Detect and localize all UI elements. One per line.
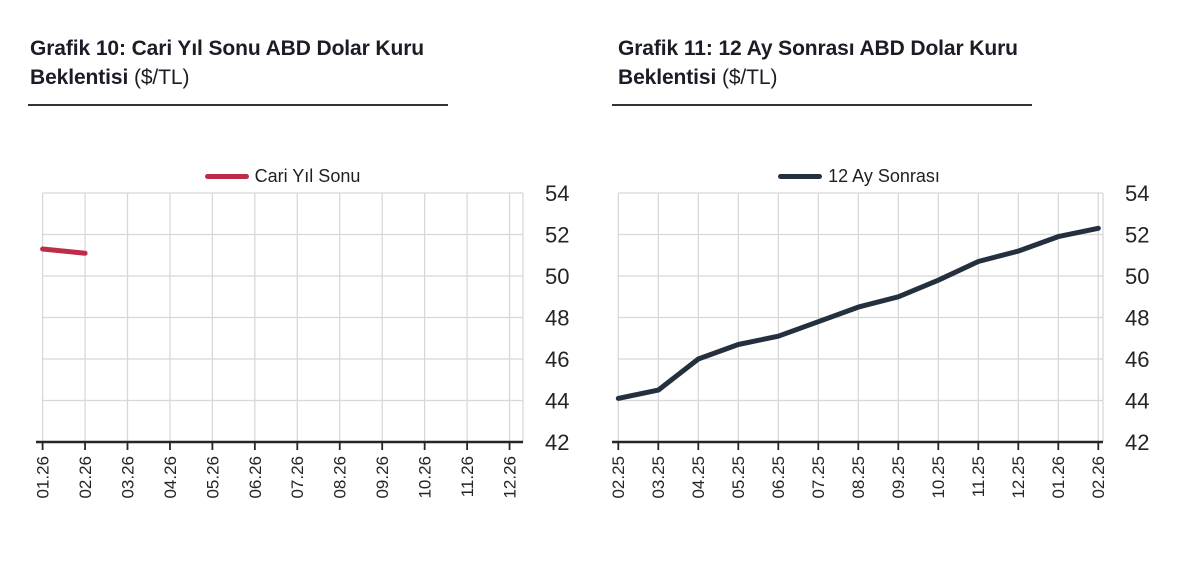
grafik-10-plot-area: 42 44 46 48 50 52 54 01.26 02.26 03.26 04.26 05.26 0… xyxy=(34,181,570,499)
y-tick-label: 54 xyxy=(1125,181,1149,206)
x-tick-label: 07.26 xyxy=(288,456,307,499)
x-tick-label: 06.25 xyxy=(769,456,788,499)
x-tick-label: 11.25 xyxy=(969,456,988,497)
legend-line-swatch xyxy=(204,173,249,179)
y-tick-label: 52 xyxy=(545,223,569,248)
chart-title-unit: ($/TL) xyxy=(716,66,778,89)
x-tick-label: 08.25 xyxy=(849,456,868,499)
x-tick-label: 03.25 xyxy=(649,456,668,499)
y-tick-label: 48 xyxy=(545,306,569,331)
title-underline xyxy=(28,104,448,106)
x-tick-label: 10.25 xyxy=(929,456,948,499)
x-tick-label: 07.25 xyxy=(809,456,828,499)
legend-grafik-11: 12 Ay Sonrası xyxy=(615,162,1103,190)
x-tick-label: 09.25 xyxy=(889,456,908,499)
chart-title-grafik-10: Grafik 10: Cari Yıl Sonu ABD Dolar Kuru … xyxy=(30,34,520,92)
x-tick-label: 05.26 xyxy=(203,456,222,499)
y-tick-label: 44 xyxy=(545,389,569,414)
x-tick-label: 12.25 xyxy=(1009,456,1028,499)
legend-grafik-10: Cari Yıl Sonu xyxy=(42,162,523,190)
chart-title-line2: Beklentisi ($/TL) xyxy=(30,63,520,92)
x-tick-label: 04.25 xyxy=(689,456,708,499)
chart-title-line2: Beklentisi ($/TL) xyxy=(618,63,1108,92)
y-tick-label: 42 xyxy=(1125,430,1149,455)
chart-title-line1: Grafik 10: Cari Yıl Sonu ABD Dolar Kuru xyxy=(30,37,425,60)
x-tick-label: 12.26 xyxy=(501,456,520,499)
x-tick-label: 01.26 xyxy=(1049,456,1068,499)
y-tick-label: 46 xyxy=(545,347,569,372)
x-tick-label: 05.25 xyxy=(729,456,748,499)
panel-grafik-10: Grafik 10: Cari Yıl Sonu ABD Dolar Kuru … xyxy=(28,34,570,499)
legend-line-swatch xyxy=(778,173,823,179)
x-tick-label: 02.26 xyxy=(76,456,95,499)
chart-title-line2-bold: Beklentisi xyxy=(618,66,717,89)
y-tick-label: 54 xyxy=(545,181,569,206)
chart-title-unit: ($/TL) xyxy=(128,66,190,89)
chart-title-line1: Grafik 11: 12 Ay Sonrası ABD Dolar Kuru xyxy=(618,37,1018,60)
x-tick-label: 03.26 xyxy=(118,456,137,499)
legend-label: Cari Yıl Sonu xyxy=(254,165,361,186)
chart-title-line2-bold: Beklentisi xyxy=(30,66,129,89)
x-tick-label: 10.26 xyxy=(416,456,435,499)
x-tick-label: 08.26 xyxy=(331,456,350,499)
grafik-11-plot-area: 42 44 46 48 50 52 54 02.25 03.25 04.25 05.25 06.25 0… xyxy=(609,181,1149,499)
x-tick-label: 09.26 xyxy=(373,456,392,499)
x-tick-label: 06.26 xyxy=(246,456,265,499)
y-tick-label: 50 xyxy=(1125,264,1149,289)
x-tick-label: 02.25 xyxy=(609,456,628,499)
series-line-12-ay-sonrası xyxy=(615,225,1101,401)
legend-label: 12 Ay Sonrası xyxy=(828,165,940,186)
y-tick-label: 44 xyxy=(1125,389,1149,414)
panel-grafik-11: Grafik 11: 12 Ay Sonrası ABD Dolar Kuru … xyxy=(600,0,1200,585)
x-tick-label: 02.26 xyxy=(1089,456,1108,499)
y-tick-label: 46 xyxy=(1125,347,1149,372)
x-tick-label: 01.26 xyxy=(34,456,53,499)
x-tick-label: 11.26 xyxy=(458,456,477,497)
series-line-cari-yıl-sonu xyxy=(40,246,88,256)
y-tick-label: 50 xyxy=(545,264,569,289)
title-underline xyxy=(612,104,1032,106)
x-tick-label: 04.26 xyxy=(161,456,180,499)
y-tick-label: 48 xyxy=(1125,306,1149,331)
chart-title-grafik-11: Grafik 11: 12 Ay Sonrası ABD Dolar Kuru … xyxy=(618,34,1108,92)
y-tick-label: 42 xyxy=(545,430,569,455)
y-tick-label: 52 xyxy=(1125,223,1149,248)
